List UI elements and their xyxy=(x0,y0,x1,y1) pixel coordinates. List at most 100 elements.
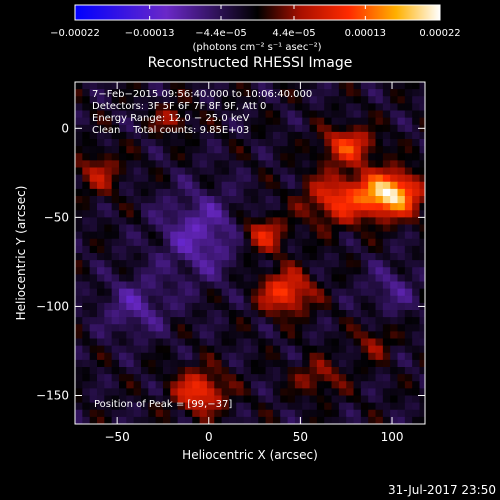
heatmap-cell xyxy=(75,409,83,418)
heatmap-cell xyxy=(133,388,142,397)
heatmap-cell xyxy=(346,160,355,169)
heatmap-cell xyxy=(331,160,340,169)
heatmap-cell xyxy=(199,245,208,254)
heatmap-cell xyxy=(250,131,259,140)
heatmap-cell xyxy=(104,139,113,147)
heatmap-cell xyxy=(111,345,120,354)
heatmap-cell xyxy=(316,160,325,169)
heatmap-cell xyxy=(309,260,318,268)
heatmap-cell xyxy=(250,367,259,375)
heatmap-cell xyxy=(192,338,201,347)
heatmap-cell xyxy=(104,352,113,361)
heatmap-cell xyxy=(126,388,135,397)
heatmap-cell xyxy=(236,352,245,361)
heatmap-cell xyxy=(265,288,274,297)
heatmap-cell xyxy=(294,267,303,275)
heatmap-cell xyxy=(360,338,369,347)
heatmap-cell xyxy=(294,139,303,147)
heatmap-cell xyxy=(221,203,230,211)
heatmap-cell xyxy=(272,117,281,126)
heatmap-cell xyxy=(258,317,267,325)
heatmap-cell xyxy=(199,317,208,325)
heatmap-cell xyxy=(258,267,267,275)
heatmap-cell xyxy=(192,295,201,304)
heatmap-cell xyxy=(199,238,208,247)
heatmap-cell xyxy=(265,210,274,218)
heatmap-cell xyxy=(96,131,105,140)
heatmap-cell xyxy=(118,110,127,119)
heatmap-cell xyxy=(309,388,318,397)
heatmap-cell xyxy=(309,310,318,318)
annotation-detectors: Detectors: 3F 5F 6F 7F 8F 9F, Att 0 xyxy=(92,101,266,112)
heatmap-cell xyxy=(111,110,120,119)
heatmap-cell xyxy=(265,82,274,90)
heatmap-cell xyxy=(368,409,377,418)
heatmap-cell xyxy=(250,374,259,382)
heatmap-cell xyxy=(258,374,267,382)
heatmap-cell xyxy=(272,260,281,268)
heatmap-cell xyxy=(309,224,318,233)
heatmap-cell xyxy=(294,381,303,389)
heatmap-cell xyxy=(206,110,215,119)
heatmap-cell xyxy=(162,117,171,126)
heatmap-cell xyxy=(118,345,127,354)
heatmap-cell xyxy=(192,181,201,190)
heatmap-cell xyxy=(111,409,120,418)
peak-position-label: Position of Peak = [99,−37] xyxy=(94,399,232,410)
heatmap-cell xyxy=(243,224,252,233)
heatmap-cell xyxy=(221,89,230,97)
heatmap-cell xyxy=(316,139,325,147)
heatmap-cell xyxy=(316,274,325,283)
heatmap-cell xyxy=(170,374,179,382)
heatmap-cell xyxy=(360,359,369,368)
heatmap-cell xyxy=(126,352,135,361)
heatmap-cell xyxy=(89,402,98,411)
heatmap-cell xyxy=(353,160,362,169)
heatmap-cell xyxy=(353,367,362,375)
heatmap-cell xyxy=(177,117,186,126)
heatmap-cell xyxy=(170,359,179,368)
heatmap-cell xyxy=(382,210,391,218)
heatmap-cell xyxy=(236,231,245,240)
heatmap-cell xyxy=(82,238,91,247)
heatmap-cell xyxy=(111,117,120,126)
heatmap-cell xyxy=(104,231,113,240)
heatmap-cell xyxy=(258,103,267,112)
heatmap-cell xyxy=(118,409,127,418)
heatmap-cell xyxy=(316,338,325,347)
heatmap-cell xyxy=(258,359,267,368)
heatmap-cell xyxy=(324,302,333,311)
heatmap-cell xyxy=(294,409,303,418)
heatmap-cell xyxy=(126,310,135,318)
heatmap-cell xyxy=(155,388,164,397)
heatmap-cell xyxy=(140,82,149,90)
heatmap-cell xyxy=(148,331,157,340)
heatmap-cell xyxy=(192,188,201,197)
heatmap-cell xyxy=(206,374,215,382)
heatmap-cell xyxy=(82,302,91,311)
heatmap-cell xyxy=(214,131,223,140)
heatmap-cell xyxy=(316,374,325,382)
heatmap-cell xyxy=(206,238,215,247)
heatmap-cell xyxy=(287,288,296,297)
heatmap-cell xyxy=(280,174,289,183)
heatmap-cell xyxy=(228,260,237,268)
heatmap-cell xyxy=(404,388,413,397)
heatmap-cell xyxy=(140,224,149,233)
heatmap-cell xyxy=(258,96,267,104)
heatmap-cell xyxy=(258,345,267,354)
heatmap-cell xyxy=(353,196,362,204)
heatmap-cell xyxy=(265,238,274,247)
heatmap-cell xyxy=(404,146,413,154)
heatmap-cell xyxy=(412,139,421,147)
heatmap-cell xyxy=(353,331,362,340)
heatmap-cell xyxy=(265,395,274,404)
heatmap-cell xyxy=(353,82,362,90)
heatmap-cell xyxy=(140,146,149,154)
heatmap-cell xyxy=(162,238,171,247)
heatmap-cell xyxy=(419,395,425,404)
heatmap-cell xyxy=(294,146,303,154)
heatmap-cell xyxy=(140,231,149,240)
heatmap-cell xyxy=(353,359,362,368)
